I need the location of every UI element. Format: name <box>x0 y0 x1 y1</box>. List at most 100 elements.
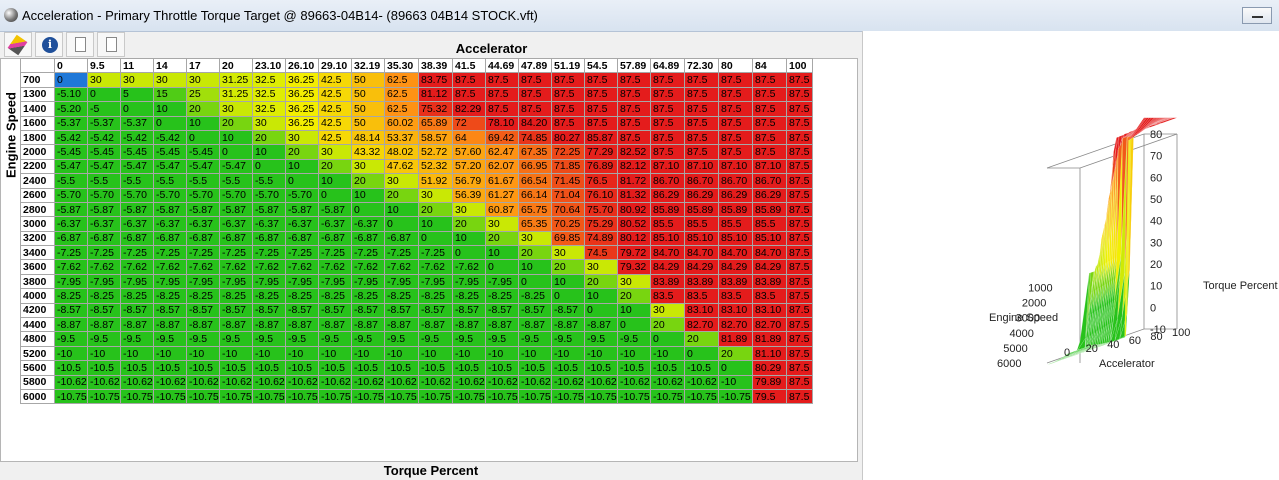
table-cell[interactable]: -10.62 <box>584 374 618 390</box>
row-header[interactable]: 700 <box>20 72 55 88</box>
table-cell[interactable]: 32.5 <box>252 101 286 117</box>
table-cell[interactable]: 20 <box>518 245 552 261</box>
table-cell[interactable]: 65.75 <box>518 201 552 218</box>
table-cell[interactable]: -10.75 <box>617 388 651 405</box>
table-cell[interactable]: 0 <box>120 101 154 117</box>
table-cell[interactable]: 0 <box>718 360 753 376</box>
table-cell[interactable]: 80.92 <box>617 201 651 218</box>
column-header[interactable]: 9.5 <box>87 57 121 74</box>
table-cell[interactable]: 42.5 <box>318 129 352 146</box>
table-cell[interactable]: 56.79 <box>452 173 486 189</box>
table-cell[interactable]: -10.62 <box>120 374 154 390</box>
table-cell[interactable]: -8.25 <box>54 288 88 304</box>
table-cell[interactable]: -10 <box>285 345 319 362</box>
table-cell[interactable]: 75.70 <box>584 201 618 218</box>
table-cell[interactable]: 10 <box>219 129 253 146</box>
table-cell[interactable]: 87.5 <box>786 187 813 203</box>
table-cell[interactable]: -6.37 <box>318 216 352 232</box>
table-cell[interactable]: -8.25 <box>87 288 121 304</box>
table-cell[interactable]: -10 <box>384 345 419 362</box>
table-cell[interactable]: -5.70 <box>87 187 121 203</box>
table-cell[interactable]: 31.25 <box>219 72 253 88</box>
table-cell[interactable]: 82.70 <box>752 317 787 333</box>
table-cell[interactable]: 81.12 <box>418 86 453 103</box>
table-cell[interactable]: -5.42 <box>87 129 121 146</box>
table-cell[interactable]: -10.75 <box>54 388 88 405</box>
table-cell[interactable]: 87.5 <box>786 230 813 247</box>
table-cell[interactable]: 50 <box>351 115 385 131</box>
table-cell[interactable]: 83.5 <box>684 288 719 304</box>
table-cell[interactable]: 85.89 <box>684 201 719 218</box>
table-cell[interactable]: -10.62 <box>518 374 552 390</box>
table-cell[interactable]: 86.70 <box>752 173 787 189</box>
table-cell[interactable]: -10.75 <box>153 388 187 405</box>
table-cell[interactable]: -10 <box>153 345 187 362</box>
table-cell[interactable]: 67.35 <box>518 144 552 160</box>
table-cell[interactable]: -8.25 <box>120 288 154 304</box>
table-cell[interactable]: -5.70 <box>186 187 220 203</box>
table-cell[interactable]: 30 <box>252 115 286 131</box>
table-cell[interactable]: 30 <box>219 101 253 117</box>
table-cell[interactable]: 20 <box>186 101 220 117</box>
table-cell[interactable]: -7.62 <box>87 259 121 275</box>
table-cell[interactable]: 74.89 <box>584 230 618 247</box>
table-cell[interactable]: -10.5 <box>318 360 352 376</box>
table-cell[interactable]: -6.87 <box>186 230 220 247</box>
table-cell[interactable]: -8.57 <box>551 302 585 319</box>
table-cell[interactable]: 87.5 <box>752 144 787 160</box>
table-cell[interactable]: -10.75 <box>718 388 753 405</box>
table-cell[interactable]: 87.5 <box>518 86 552 103</box>
table-cell[interactable]: 20 <box>418 201 453 218</box>
table-cell[interactable]: -8.25 <box>485 288 519 304</box>
table-cell[interactable]: 10 <box>617 302 651 319</box>
table-cell[interactable]: -5.45 <box>87 144 121 160</box>
table-cell[interactable]: 10 <box>285 158 319 175</box>
table-cell[interactable]: 80.27 <box>551 129 585 146</box>
table-cell[interactable]: 10 <box>186 115 220 131</box>
table-cell[interactable]: 0 <box>186 129 220 146</box>
table-cell[interactable]: 82.52 <box>617 144 651 160</box>
table-cell[interactable]: -10 <box>87 345 121 362</box>
table-cell[interactable]: -8.87 <box>518 317 552 333</box>
table-cell[interactable]: 57.60 <box>452 144 486 160</box>
table-cell[interactable]: 87.5 <box>684 144 719 160</box>
row-header[interactable]: 2400 <box>20 173 55 189</box>
table-cell[interactable]: -5.70 <box>153 187 187 203</box>
table-cell[interactable]: -7.62 <box>153 259 187 275</box>
table-cell[interactable]: -5.5 <box>54 173 88 189</box>
table-cell[interactable]: -5.10 <box>54 86 88 103</box>
table-cell[interactable]: -8.25 <box>452 288 486 304</box>
table-cell[interactable]: -5.47 <box>219 158 253 175</box>
table-cell[interactable]: 85.10 <box>718 230 753 247</box>
table-cell[interactable]: -5.5 <box>87 173 121 189</box>
table-cell[interactable]: 0 <box>252 158 286 175</box>
table-cell[interactable]: -9.5 <box>551 331 585 347</box>
table-cell[interactable]: -5.37 <box>87 115 121 131</box>
table-cell[interactable]: 62.5 <box>384 86 419 103</box>
row-header[interactable]: 3400 <box>20 245 55 261</box>
table-cell[interactable]: 87.5 <box>617 129 651 146</box>
table-cell[interactable]: -8.25 <box>186 288 220 304</box>
table-cell[interactable]: 87.5 <box>650 86 685 103</box>
table-cell[interactable]: 52.72 <box>418 144 453 160</box>
table-cell[interactable]: -5.5 <box>120 173 154 189</box>
table-cell[interactable]: -8.87 <box>120 317 154 333</box>
table-cell[interactable]: -5.47 <box>120 158 154 175</box>
table-cell[interactable]: 0 <box>485 259 519 275</box>
table-cell[interactable]: -10.5 <box>219 360 253 376</box>
table-cell[interactable]: 84.29 <box>718 259 753 275</box>
table-cell[interactable]: 30 <box>351 158 385 175</box>
column-header[interactable]: 20 <box>219 57 253 74</box>
column-header[interactable]: 51.19 <box>551 57 585 74</box>
table-cell[interactable]: 84.70 <box>684 245 719 261</box>
table-cell[interactable]: -7.62 <box>351 259 385 275</box>
table-cell[interactable]: 87.10 <box>684 158 719 175</box>
table-cell[interactable]: -6.87 <box>120 230 154 247</box>
column-header[interactable]: 32.19 <box>351 57 385 74</box>
table-cell[interactable]: -7.95 <box>351 273 385 290</box>
table-cell[interactable]: -8.87 <box>285 317 319 333</box>
table-cell[interactable]: 86.29 <box>752 187 787 203</box>
table-cell[interactable]: 79.32 <box>617 259 651 275</box>
table-cell[interactable]: 36.25 <box>285 115 319 131</box>
table-cell[interactable]: -6.87 <box>318 230 352 247</box>
